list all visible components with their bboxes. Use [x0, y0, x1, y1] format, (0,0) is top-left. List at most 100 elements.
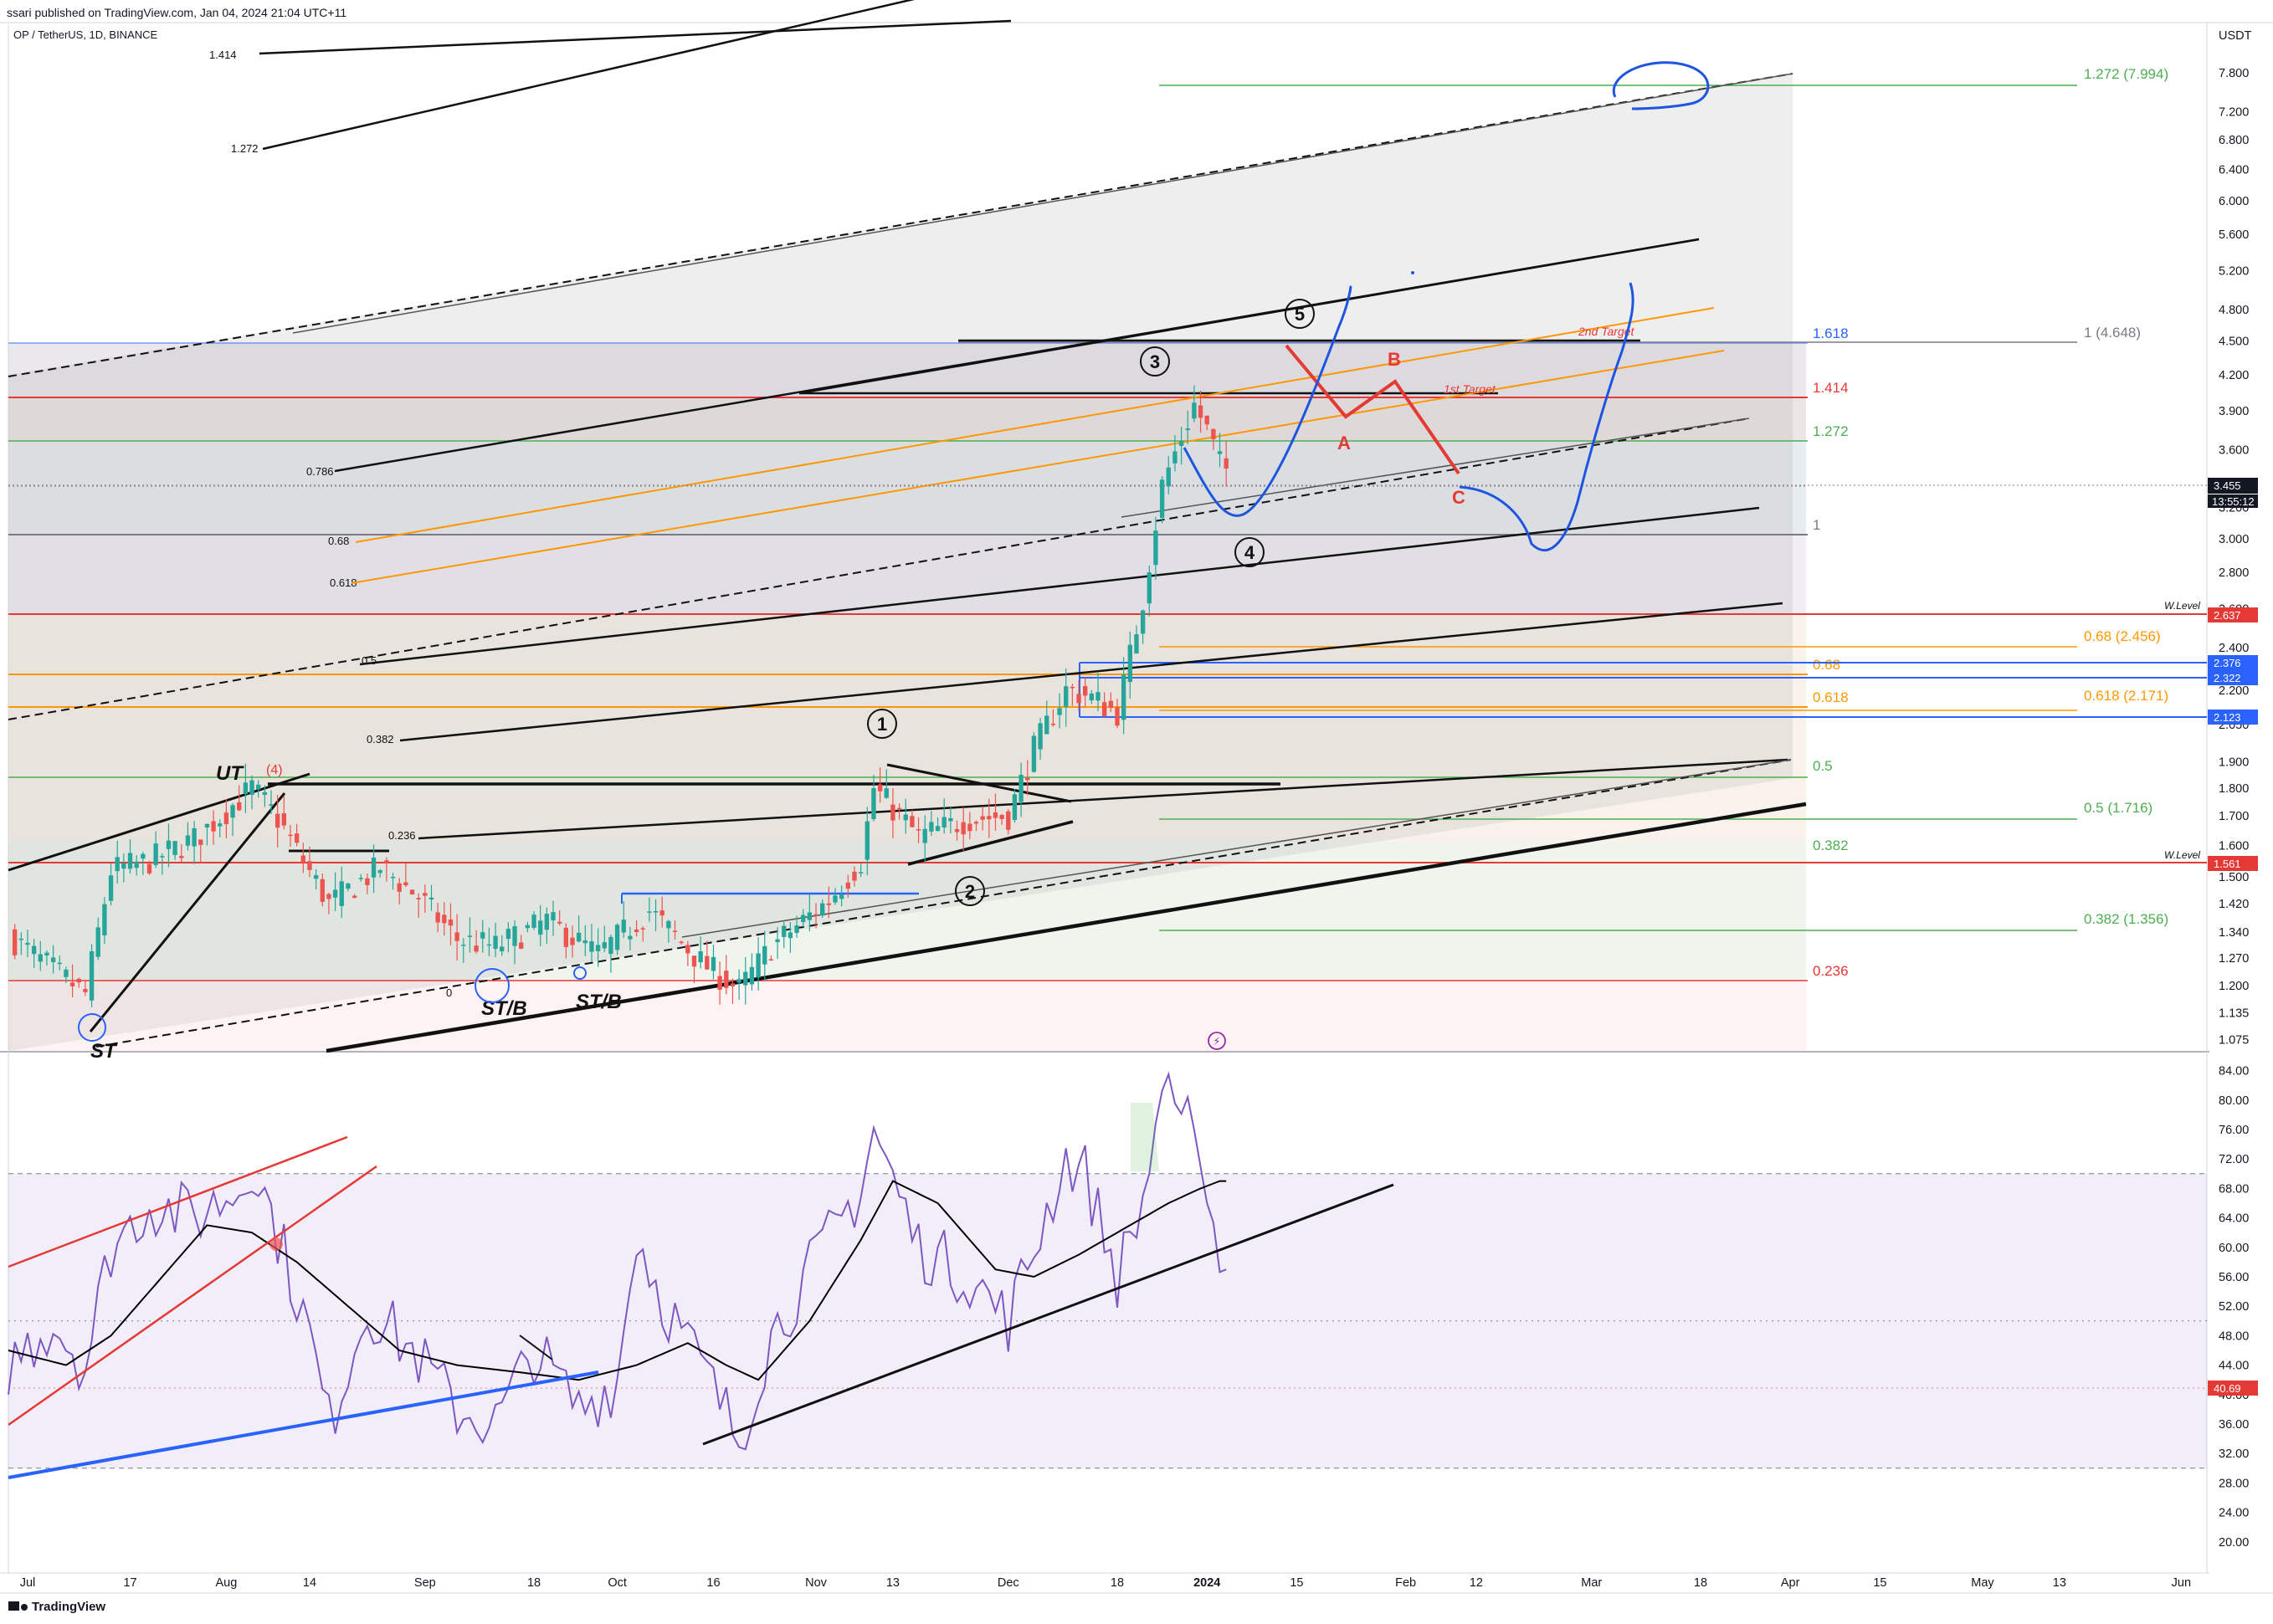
symbol-title[interactable]: OP / TetherUS, 1D, BINANCE: [13, 28, 158, 41]
price-tick-label: 1.900: [2219, 756, 2249, 769]
candle-body: [910, 816, 915, 827]
candle-body: [1006, 811, 1011, 830]
wave-labels[interactable]: 1 2 3 4 5: [867, 299, 1315, 906]
candle-body: [146, 863, 152, 873]
time-tick-label: 13: [886, 1576, 900, 1590]
tag-1561[interactable]: [2208, 856, 2258, 871]
rsi-value-tag[interactable]: [2208, 1381, 2258, 1396]
current-price-tag[interactable]: [2208, 478, 2258, 494]
candle-body: [160, 856, 165, 858]
ut-count-label: (4): [266, 763, 283, 777]
candle-body: [717, 976, 722, 990]
candle-body: [640, 928, 645, 930]
candle-body: [115, 857, 120, 872]
candle-body: [230, 805, 235, 818]
rsi-pane[interactable]: [8, 1071, 2207, 1479]
time-tick-label: Mar: [1581, 1576, 1602, 1590]
candlestick-series[interactable]: [12, 385, 1229, 1007]
rsi-line[interactable]: [8, 1071, 1227, 1451]
candle-body: [993, 812, 998, 818]
tradingview-logo-icon[interactable]: [8, 1601, 28, 1611]
candle-body: [102, 904, 107, 935]
candle-body: [819, 903, 825, 916]
candle-body: [262, 792, 268, 795]
tag-2123[interactable]: [2208, 710, 2258, 725]
candle-body: [1192, 402, 1197, 419]
candle-body: [1172, 451, 1178, 464]
zone-fib-068: [8, 614, 1806, 842]
rsi-ma-line[interactable]: [8, 1180, 1227, 1381]
projection-sketch[interactable]: [1183, 61, 1710, 552]
wave-5-label: 5: [1295, 304, 1305, 325]
candle-body: [685, 945, 690, 954]
currency-label: USDT: [2219, 29, 2252, 43]
price-tick-label: 3.000: [2219, 533, 2249, 546]
rsi-tick-label: 36.00: [2219, 1418, 2249, 1432]
candle-body: [589, 941, 594, 952]
time-tick-label: 18: [1111, 1576, 1124, 1590]
abc-label-b: B: [1388, 349, 1401, 370]
price-tick-label: 1.800: [2219, 782, 2249, 796]
candle-body: [691, 955, 697, 967]
time-axis[interactable]: Jul 17 Aug 14 Sep 18 Oct 16 Nov 13 Dec 18 2024 15 Feb 1…: [20, 1576, 2191, 1590]
candle-body: [525, 925, 531, 929]
price-tick-label: 5.200: [2219, 264, 2249, 278]
tag-2376[interactable]: [2208, 655, 2258, 670]
tag-2322[interactable]: [2208, 670, 2258, 685]
st-marker-circle: [78, 1013, 106, 1042]
candle-body: [1147, 572, 1152, 604]
tag-2637[interactable]: [2208, 607, 2258, 622]
candle-body: [1064, 686, 1069, 707]
candle-body: [858, 872, 864, 873]
event-lightning-glyph: ⚡: [1213, 1035, 1220, 1048]
main-pane[interactable]: [8, 74, 1806, 1051]
candle-body: [1178, 440, 1184, 447]
candle-body: [384, 860, 389, 863]
tag-2123-value: 2.123: [2214, 711, 2241, 724]
fib-ext-label-0618: 0.618 (2.171): [2084, 688, 2168, 704]
price-axis[interactable]: USDT 7.800 7.200 6.800 6.400 6.000 5.600 5.200…: [2219, 29, 2252, 1047]
candle-body: [50, 957, 56, 962]
price-tags[interactable]: 3.455 13:55:12 2.637 2.376 2.322 2.123 1…: [2164, 478, 2258, 1396]
candle-body: [493, 935, 498, 950]
stb-marker-dot: [573, 966, 587, 980]
candle-body: [486, 944, 492, 946]
time-tick-label: Oct: [608, 1576, 627, 1590]
event-lightning-icon[interactable]: [1208, 1032, 1226, 1050]
fib-ext-label-068: 0.68 (2.456): [2084, 628, 2161, 644]
candle-body: [1083, 685, 1088, 696]
blue-levels[interactable]: [621, 662, 2207, 904]
time-tick-label: 13: [2053, 1576, 2066, 1590]
orange-fib-fan[interactable]: [351, 307, 1725, 584]
price-tick-label: 1.075: [2219, 1033, 2249, 1047]
price-tick-label: 6.000: [2219, 195, 2249, 208]
candle-body: [300, 855, 305, 863]
candle-body: [730, 983, 736, 986]
candle-body: [69, 982, 75, 986]
candle-body: [634, 929, 639, 933]
trend-channel[interactable]: [8, 0, 1807, 1053]
time-tick-label: Jul: [20, 1576, 36, 1590]
abc-correction[interactable]: A B C 1st Target 2nd Target: [1285, 325, 1635, 508]
candle-body: [64, 969, 69, 977]
candle-body: [877, 784, 883, 792]
candle-body: [83, 989, 88, 992]
rsi-value: 40.69: [2214, 1382, 2241, 1395]
rsi-axis[interactable]: 84.00 80.00 76.00 72.00 68.00 64.00 60.00 56.00…: [2219, 1065, 2249, 1550]
candle-body: [294, 833, 300, 843]
candle-body: [826, 903, 832, 905]
candle-body: [813, 914, 818, 916]
brand-name: TradingView: [32, 1600, 105, 1614]
time-tick-label: May: [1971, 1576, 1994, 1590]
candle-body: [967, 823, 972, 832]
candle-body: [403, 882, 408, 886]
abc-path: [1285, 344, 1460, 475]
candle-body: [332, 889, 338, 898]
candle-body: [1153, 530, 1158, 566]
candle-body: [423, 893, 428, 896]
candle-body: [557, 921, 562, 924]
candle-body: [1070, 686, 1075, 689]
candle-body: [1108, 700, 1114, 709]
candle-body: [1185, 428, 1190, 431]
